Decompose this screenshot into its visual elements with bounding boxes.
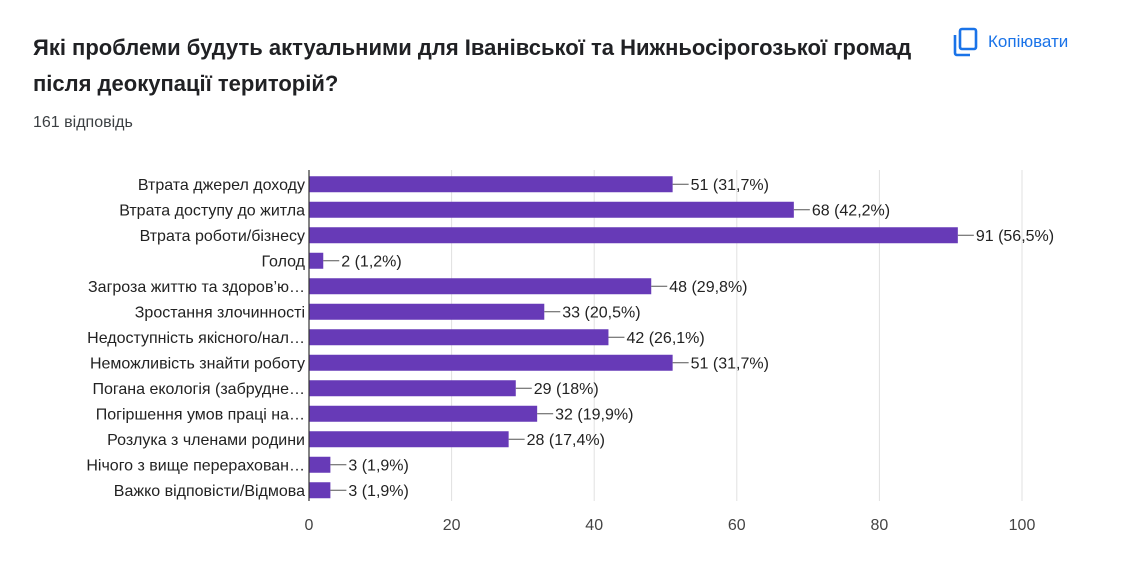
category-label: Погіршення умов праці на… — [96, 406, 305, 423]
copy-button-label: Копіювати — [988, 32, 1069, 51]
bar — [309, 252, 324, 269]
page-title: Які проблеми будуть актуальними для Іван… — [33, 35, 912, 96]
category-label: Зростання злочинності — [135, 304, 305, 321]
data-label: 28 (17,4%) — [527, 432, 605, 449]
bar — [309, 354, 673, 371]
bar — [309, 482, 331, 499]
bar — [309, 329, 609, 346]
data-label: 51 (31,7%) — [691, 355, 769, 372]
category-label: Недоступність якісного/нал… — [87, 330, 305, 347]
x-tick-label: 20 — [443, 517, 461, 534]
data-label: 68 (42,2%) — [812, 202, 890, 219]
category-label: Нічого з вище перерахован… — [86, 457, 305, 474]
data-label: 91 (56,5%) — [976, 228, 1054, 245]
x-tick-label: 40 — [585, 517, 603, 534]
x-tick-label: 80 — [871, 517, 889, 534]
bar — [309, 303, 545, 320]
bar — [309, 431, 509, 448]
category-label: Загроза життю та здоров’ю… — [88, 279, 305, 296]
data-label: 42 (26,1%) — [626, 330, 704, 347]
copy-button[interactable]: Копіювати — [952, 24, 1068, 60]
bar — [309, 380, 516, 397]
data-label: 51 (31,7%) — [691, 177, 769, 194]
bar — [309, 227, 958, 244]
bar — [309, 176, 673, 193]
x-tick-label: 60 — [728, 517, 746, 534]
data-label: 48 (29,8%) — [669, 279, 747, 296]
data-label: 32 (19,9%) — [555, 406, 633, 423]
category-label: Неможливість знайти роботу — [90, 355, 305, 372]
x-tick-label: 0 — [305, 517, 314, 534]
bar — [309, 278, 652, 295]
category-label: Голод — [261, 253, 305, 270]
category-label: Втрата доступу до житла — [119, 202, 305, 219]
bar — [309, 201, 794, 218]
category-label: Погана екологія (забрудне… — [93, 381, 305, 398]
bar — [309, 405, 538, 422]
category-label: Важко відповісти/Відмова — [114, 483, 305, 500]
data-label: 2 (1,2%) — [341, 253, 401, 270]
data-label: 29 (18%) — [534, 381, 599, 398]
bar — [309, 456, 331, 473]
copy-icon — [952, 27, 978, 57]
data-label: 33 (20,5%) — [562, 304, 640, 321]
x-tick-label: 100 — [1009, 517, 1036, 534]
data-label: 3 (1,9%) — [348, 457, 408, 474]
category-label: Розлука з членами родини — [107, 432, 305, 449]
category-label: Втрата роботи/бізнесу — [140, 228, 305, 245]
data-label: 3 (1,9%) — [348, 483, 408, 500]
response-count: 161 відповідь — [33, 114, 133, 131]
category-label: Втрата джерел доходу — [138, 177, 305, 194]
